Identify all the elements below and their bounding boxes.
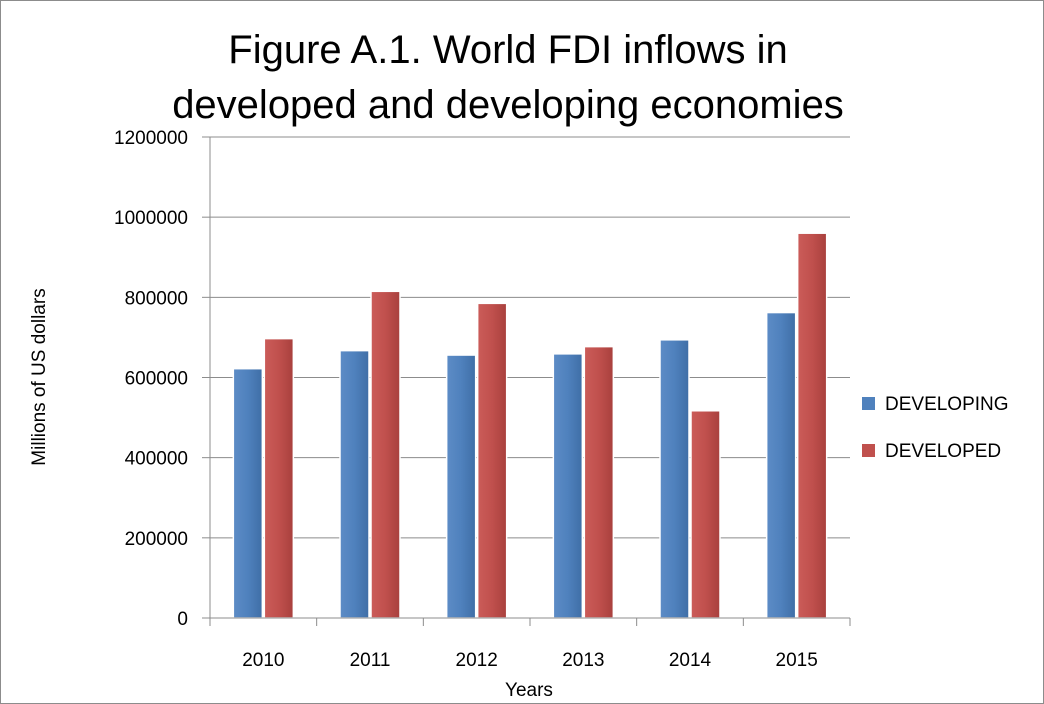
x-tick-labels: 2010 2011 2012 2013 2014 2015 [242,650,818,671]
bar-developed-2014 [690,410,721,619]
legend-swatch-developing [862,397,875,410]
bar-developing-2015 [765,311,797,619]
x-tick-label: 2012 [456,650,498,671]
bar-developing-2010 [232,367,264,619]
y-tick-label: 1200000 [114,128,188,149]
y-tick-label: 200000 [125,529,188,550]
x-tick-label: 2011 [350,650,391,671]
y-tick-label: 600000 [125,369,188,390]
bar-developed-2013 [583,345,615,619]
axes [202,136,851,626]
bar-developed-2015 [796,232,828,619]
chart-title-line-2: developed and developing economies [172,83,844,127]
x-tick-label: 2015 [776,650,818,671]
bar-developing-2011 [339,349,370,619]
legend: DEVELOPING DEVELOPED [862,394,1009,462]
legend-label-developing: DEVELOPING [885,394,1009,415]
x-axis-title: Years [505,680,553,701]
chart-title-line-1: Figure A.1. World FDI inflows in [228,28,787,72]
bar-developed-2011 [370,290,401,619]
y-tick-label: 400000 [125,449,188,470]
y-axis-title: Millions of US dollars [29,288,50,465]
bar-developed-2012 [476,302,508,619]
gridlines [210,136,850,539]
bar-developing-2013 [552,353,584,619]
x-tick-label: 2013 [562,650,604,671]
legend-swatch-developed [862,444,875,457]
x-tick-label: 2014 [669,650,712,671]
bar-developing-2014 [659,339,690,619]
bar-developing-2012 [445,354,477,619]
bar-developed-2010 [263,337,295,619]
y-tick-label: 0 [177,609,188,630]
bars [232,232,828,619]
x-tick-label: 2010 [242,650,284,671]
legend-label-developed: DEVELOPED [885,441,1001,462]
y-tick-labels: 0 200000 400000 600000 800000 1000000 1200000 [114,128,188,630]
y-tick-label: 800000 [125,288,188,309]
y-tick-label: 1000000 [114,208,188,229]
